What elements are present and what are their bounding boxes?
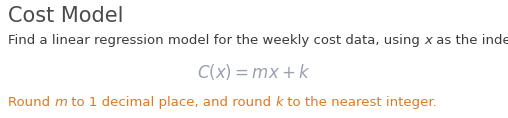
Text: as the independent variable.: as the independent variable.	[432, 34, 508, 47]
Text: Find a linear regression model for the weekly cost data, using: Find a linear regression model for the w…	[8, 34, 424, 47]
Text: to 1 decimal place, and round: to 1 decimal place, and round	[67, 96, 276, 109]
Text: m: m	[54, 96, 67, 109]
Text: k: k	[276, 96, 283, 109]
Text: $C(x) = mx + k$: $C(x) = mx + k$	[197, 62, 311, 82]
Text: x: x	[424, 34, 432, 47]
Text: Cost Model: Cost Model	[8, 6, 123, 26]
Text: Round: Round	[8, 96, 54, 109]
Text: to the nearest integer.: to the nearest integer.	[283, 96, 437, 109]
